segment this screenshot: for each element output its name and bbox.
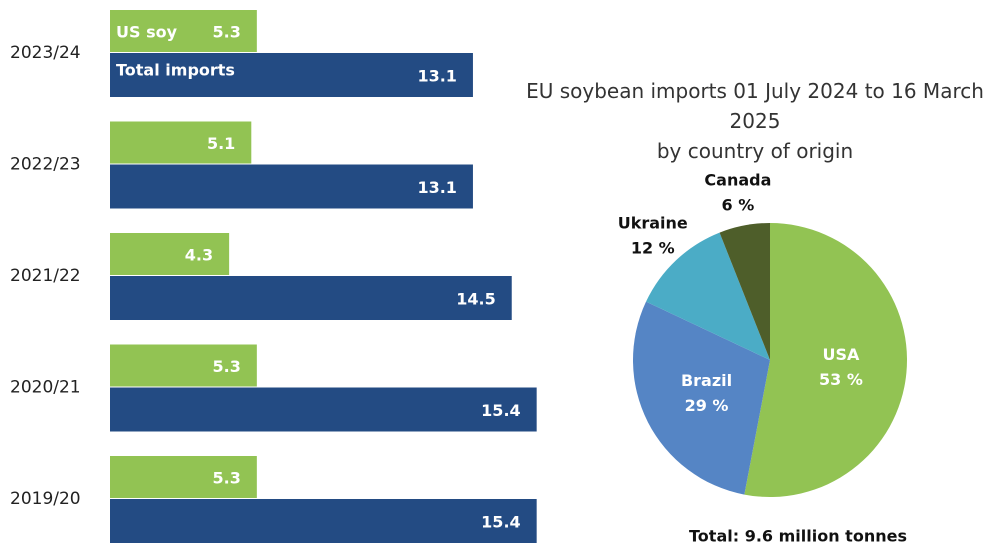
pie-slice — [633, 301, 770, 495]
bar — [110, 456, 257, 498]
slice-label: Brazil — [681, 371, 732, 390]
value-label: 5.3 — [212, 357, 240, 376]
value-label: 13.1 — [417, 67, 456, 86]
bar — [110, 499, 537, 543]
value-label: 13.1 — [417, 178, 456, 197]
slice-value: 6 % — [722, 195, 755, 214]
value-label: 15.4 — [481, 513, 520, 532]
bar — [110, 387, 537, 432]
slice-label: Canada — [704, 170, 771, 189]
bar — [110, 276, 512, 320]
category-label: 2019/20 — [10, 489, 81, 509]
pie-title: EU soybean imports 01 July 2024 to 16 Ma… — [526, 79, 984, 163]
value-label: 15.4 — [481, 401, 520, 420]
value-label: 14.5 — [456, 290, 495, 309]
bar — [110, 344, 257, 387]
bar — [110, 53, 473, 97]
value-label: 5.1 — [207, 134, 235, 153]
slice-value: 12 % — [631, 239, 675, 258]
pie-caption: Total: 9.6 million tonnes — [689, 527, 907, 546]
category-label: 2020/21 — [10, 378, 81, 398]
bar — [110, 121, 252, 164]
bar — [110, 10, 257, 52]
bar — [110, 164, 473, 209]
category-label: 2023/24 — [10, 43, 81, 63]
category-label: 2021/22 — [10, 266, 81, 286]
slice-label: USA — [822, 345, 860, 364]
pie-slice — [646, 232, 770, 360]
value-label: 4.3 — [185, 246, 213, 265]
pie-slice — [744, 223, 907, 497]
slice-value: 53 % — [819, 370, 863, 389]
series-label: Total imports — [116, 61, 235, 80]
series-label: US soy — [116, 23, 178, 42]
slice-label: Ukraine — [618, 214, 688, 233]
pie-slice — [719, 223, 770, 360]
slice-value: 29 % — [685, 396, 729, 415]
bar — [110, 233, 230, 275]
value-label: 5.3 — [212, 23, 240, 42]
value-label: 5.3 — [212, 469, 240, 488]
category-label: 2022/23 — [10, 155, 81, 175]
